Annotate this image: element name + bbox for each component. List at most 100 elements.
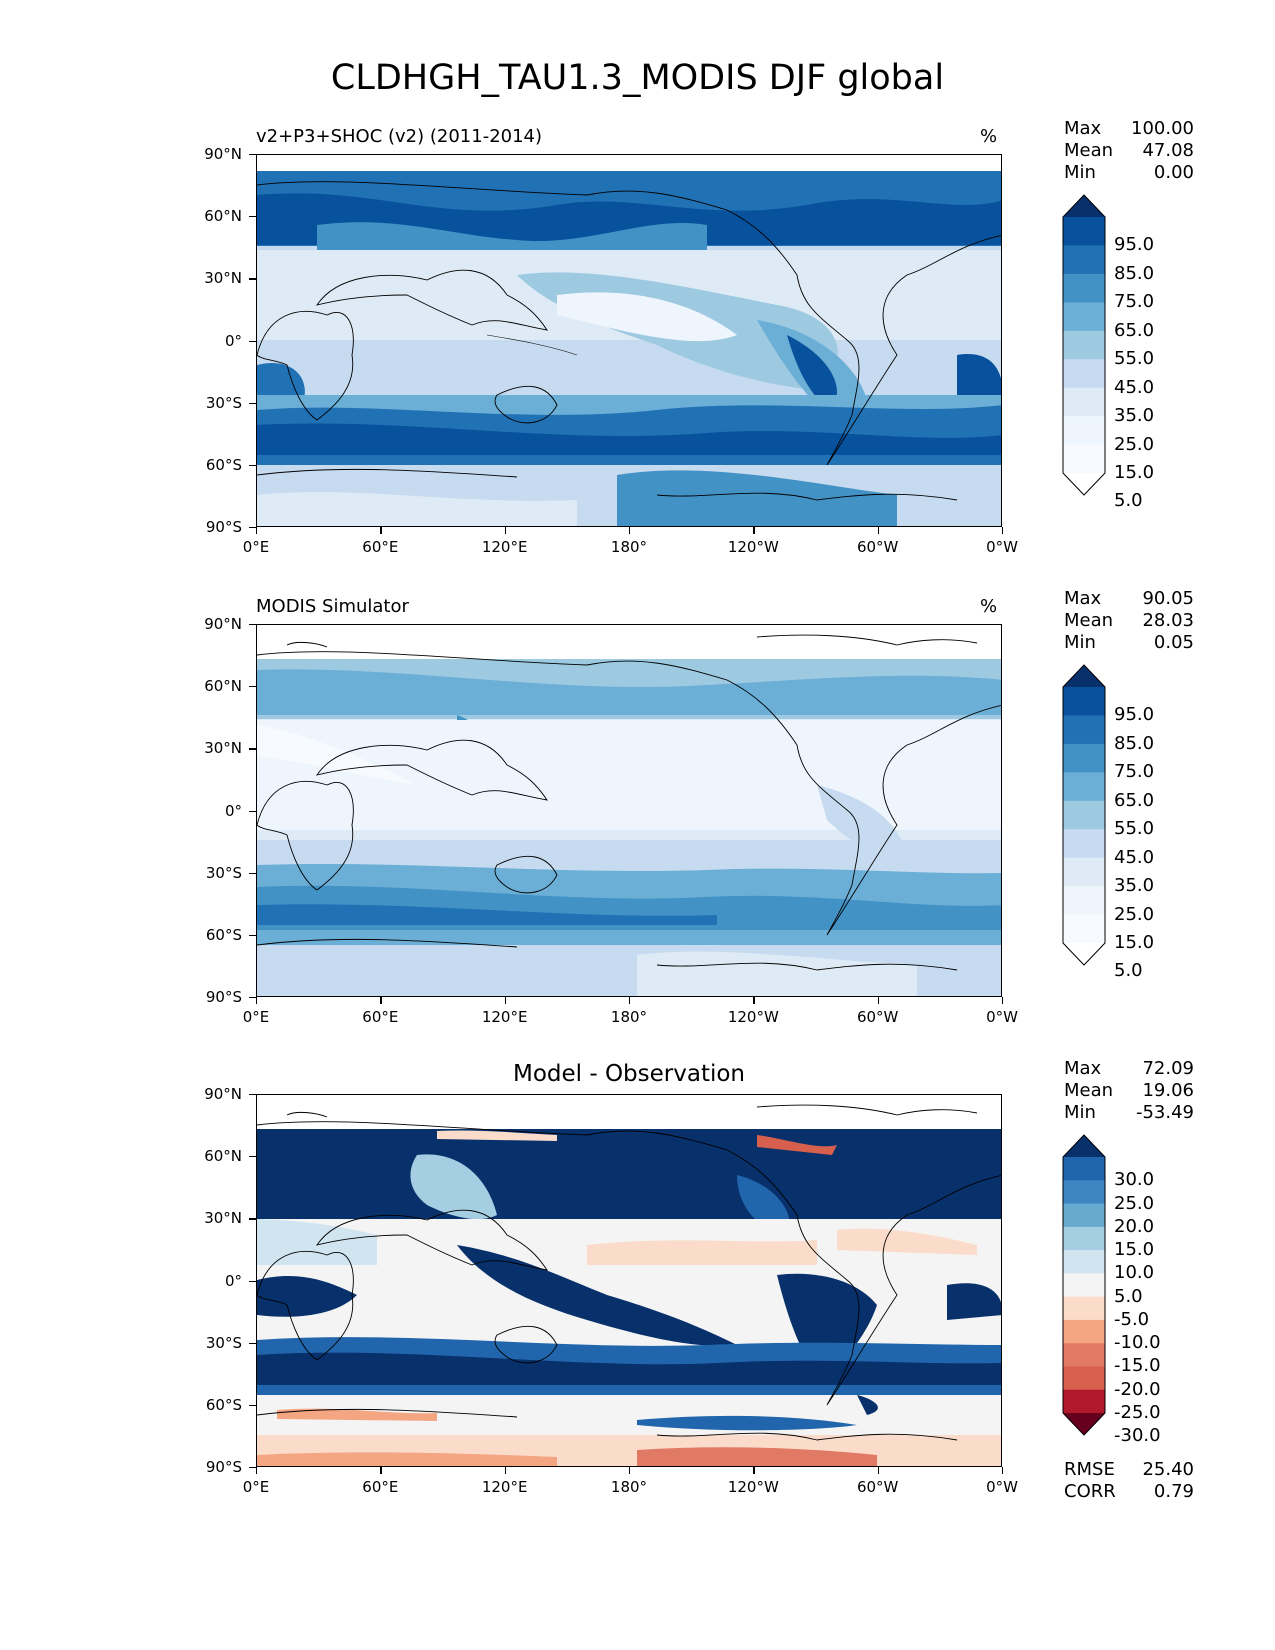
y-tick-label: 30°S — [205, 393, 242, 412]
colorbar-segment — [1063, 1389, 1105, 1414]
x-tick-mark — [504, 997, 506, 1004]
y-tick-mark — [249, 748, 256, 750]
stat-value: -53.49 — [1135, 1102, 1194, 1123]
y-tick-mark — [249, 278, 256, 280]
x-tick-mark — [504, 527, 506, 534]
stat-label: Min — [1064, 1102, 1096, 1123]
y-tick-label: 90°N — [204, 145, 242, 163]
stat-row: Min -53.49 — [1064, 1102, 1194, 1124]
colorbar-tick-label: 15.0 — [1114, 1239, 1155, 1261]
stat-value: 100.00 — [1131, 118, 1194, 139]
colorbar-tick-label: 25.0 — [1114, 903, 1155, 925]
x-tick-mark — [629, 1467, 631, 1474]
colorbar-segment — [1063, 1343, 1105, 1367]
y-tick-mark — [249, 810, 256, 812]
colorbar — [1062, 194, 1106, 496]
x-tick-label: 60°W — [856, 1478, 899, 1496]
stat-label: Min — [1064, 162, 1096, 183]
colorbar-tick-label: 65.0 — [1114, 319, 1155, 341]
x-tick-mark — [629, 997, 631, 1004]
y-tick-label: 60°N — [204, 677, 242, 696]
x-tick-label: 120°W — [727, 538, 779, 556]
panel-units: % — [980, 596, 998, 617]
y-tick-mark — [249, 464, 256, 467]
colorbar-tick-label: 30.0 — [1114, 1169, 1155, 1191]
panel-observation: MODIS Simulator % — [0, 588, 1275, 1094]
x-tick-label: 60°W — [856, 538, 899, 556]
colorbar-segment — [1063, 687, 1105, 716]
x-tick-label: 60°E — [362, 1478, 399, 1496]
y-tick-mark — [249, 1404, 256, 1407]
stat-label: Min — [1064, 632, 1096, 653]
stat-value: 28.03 — [1142, 610, 1194, 631]
x-tick-label: 120°W — [727, 1008, 779, 1026]
panel-title: MODIS Simulator — [256, 596, 409, 617]
x-tick-label: 120°W — [727, 1478, 779, 1496]
colorbar-tick-label: 45.0 — [1114, 846, 1155, 868]
y-tick-label: 0° — [224, 1271, 242, 1290]
map-observation — [256, 624, 1002, 997]
colorbar-segment — [1063, 273, 1105, 303]
y-tick-label: 60°N — [204, 207, 242, 226]
y-tick-mark — [249, 997, 256, 999]
stats-block: Max 100.00 Mean 47.08 Min 0.00 — [1064, 118, 1194, 184]
stat-label: CORR — [1064, 1481, 1116, 1502]
y-tick-mark — [249, 527, 256, 529]
stat-label: Max — [1064, 588, 1102, 609]
colorbar-tick-label: 15.0 — [1114, 462, 1155, 483]
stat-row: Mean 47.08 — [1064, 140, 1194, 162]
error-stats: RMSE 25.40 CORR 0.79 — [1064, 1459, 1194, 1503]
x-tick-label: 0°W — [986, 1478, 1018, 1496]
x-tick-mark — [1002, 997, 1004, 1004]
colorbar-segment — [1063, 1250, 1105, 1274]
x-tick-mark — [380, 527, 382, 534]
y-tick-label: 0° — [224, 801, 242, 820]
x-tick-mark — [877, 527, 879, 534]
stat-label: Mean — [1064, 610, 1114, 631]
stat-row: Min 0.00 — [1064, 162, 1194, 184]
colorbar-tick-label: 95.0 — [1114, 704, 1155, 726]
stat-value: 0.00 — [1153, 162, 1194, 183]
panel-title: Model - Observation — [512, 1061, 746, 1087]
colorbar — [1062, 664, 1106, 966]
colorbar-segment — [1063, 857, 1105, 887]
y-tick-mark — [249, 1280, 256, 1282]
colorbar-segment — [1063, 886, 1105, 916]
colorbar-segment — [1063, 1296, 1105, 1321]
colorbar-extend-min — [1063, 943, 1105, 965]
colorbar-tick-label: -20.0 — [1114, 1378, 1161, 1400]
colorbar-segment — [1063, 1180, 1105, 1205]
stat-value: 47.08 — [1142, 140, 1194, 161]
stat-label: Max — [1064, 118, 1102, 139]
x-tick-label: 0°E — [242, 1008, 270, 1026]
x-tick-label: 0°W — [986, 538, 1018, 556]
x-tick-mark — [504, 1467, 506, 1474]
colorbar-segment — [1063, 387, 1105, 417]
x-tick-label: 60°W — [856, 1008, 899, 1026]
stat-value: 19.06 — [1142, 1080, 1194, 1101]
stat-label: Mean — [1064, 1080, 1114, 1101]
y-tick-mark — [249, 154, 256, 156]
colorbar-extend-min — [1063, 473, 1105, 495]
x-tick-mark — [753, 527, 755, 534]
y-tick-mark — [249, 1467, 256, 1469]
colorbar-tick-label: 5.0 — [1114, 490, 1143, 512]
colorbar-segment — [1063, 1203, 1105, 1228]
colorbar-segment — [1063, 772, 1105, 802]
x-tick-mark — [877, 1467, 879, 1474]
stat-label: Mean — [1064, 140, 1114, 161]
x-tick-mark — [1002, 1467, 1004, 1474]
y-tick-mark — [249, 1156, 256, 1158]
stat-row: Max 100.00 — [1064, 118, 1194, 140]
y-tick-mark — [249, 872, 256, 874]
stat-value: 90.05 — [1142, 588, 1194, 609]
stats-block: Max 72.09 Mean 19.06 Min -53.49 — [1064, 1058, 1194, 1124]
colorbar-tick-label: 15.0 — [1114, 932, 1155, 953]
x-tick-mark — [877, 997, 879, 1004]
colorbar-segment — [1063, 1319, 1105, 1344]
y-tick-label: 30°N — [204, 269, 242, 288]
colorbar-tick-label: 75.0 — [1114, 291, 1155, 313]
y-tick-label: 60°S — [205, 925, 242, 944]
colorbar-tick-label: -25.0 — [1114, 1402, 1161, 1423]
colorbar-tick-label: 85.0 — [1114, 732, 1155, 754]
